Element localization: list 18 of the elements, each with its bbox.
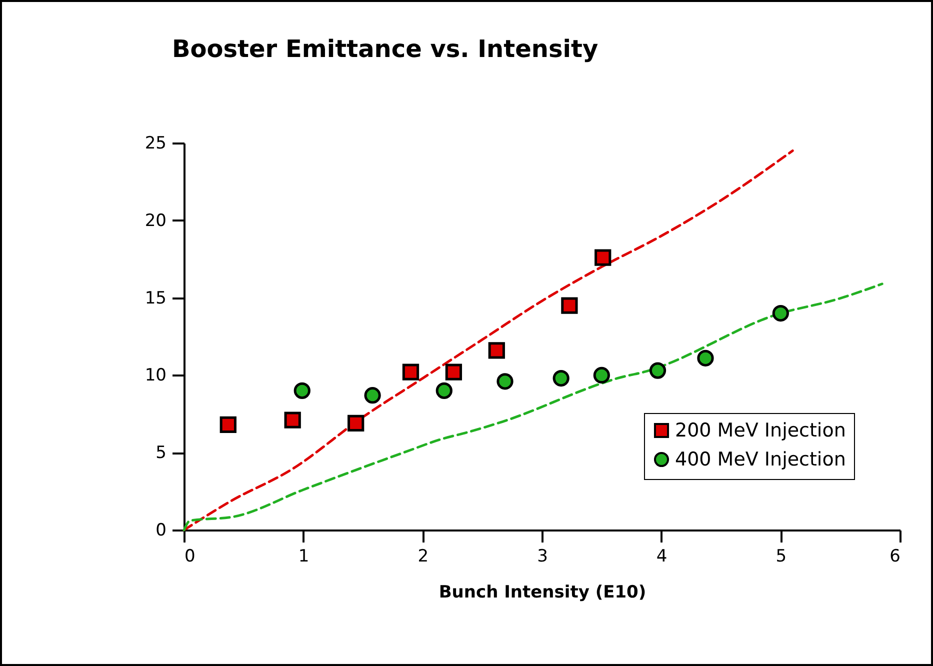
x-tick-label: 0 [184, 546, 196, 566]
legend-label: 400 MeV Injection [675, 448, 846, 470]
x-tick-label: 3 [537, 546, 548, 566]
x-tick-label: 5 [776, 546, 787, 566]
line-series [182, 282, 884, 532]
x-tick-label: 4 [656, 546, 668, 566]
y-tick-label: 5 [156, 443, 166, 464]
x-tick-label: 6 [890, 546, 900, 566]
x-axis-title: Bunch Intensity (E10) [438, 582, 646, 602]
x-tick-label: 2 [418, 546, 429, 566]
y-tick-label: 0 [156, 520, 166, 540]
chart-title: Booster Emittance vs. Intensity [172, 35, 598, 63]
y-tick-label: 20 [144, 210, 166, 231]
x-tick-label: 1 [298, 546, 310, 566]
y-tick-label: 25 [144, 134, 166, 154]
y-tick-label: 10 [144, 366, 166, 386]
y-tick-label: 15 [144, 288, 166, 308]
legend-label: 200 MeV Injection [675, 420, 846, 442]
